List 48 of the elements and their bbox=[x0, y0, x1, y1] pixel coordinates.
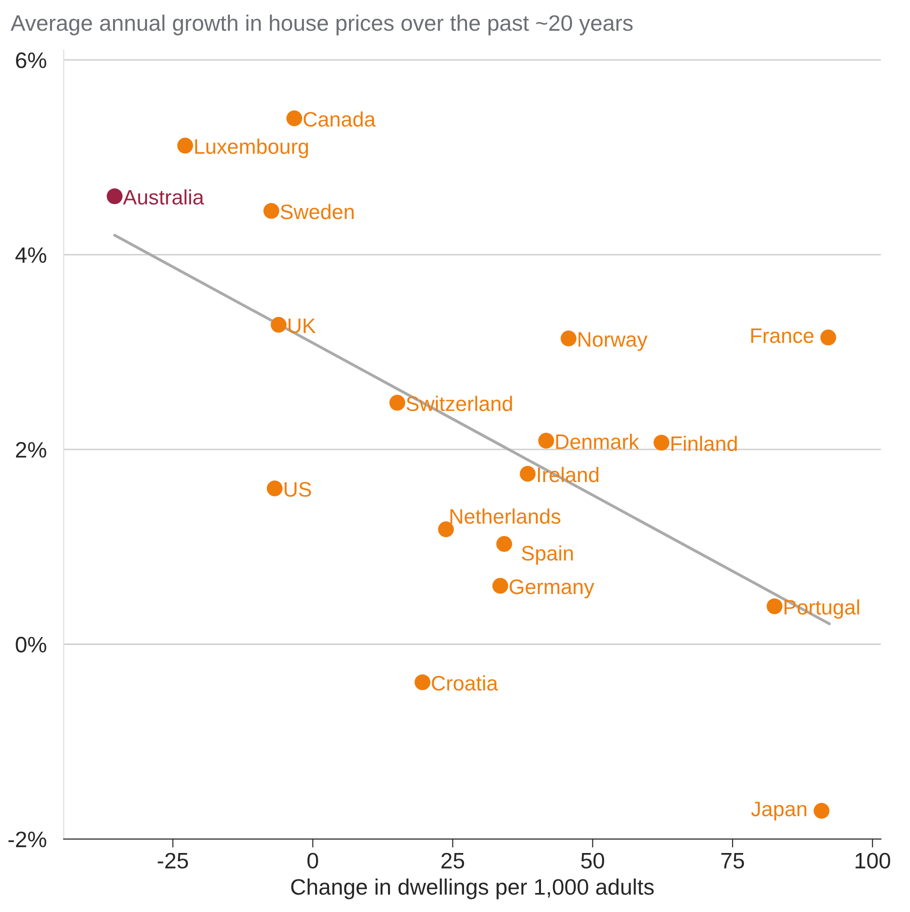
x-axis-title: Change in dwellings per 1,000 adults bbox=[291, 878, 654, 900]
point bbox=[496, 536, 512, 552]
point bbox=[538, 432, 554, 449]
point bbox=[286, 110, 302, 126]
series-label: Finland bbox=[672, 436, 737, 452]
series-label: Norway bbox=[578, 332, 648, 351]
series-label: Luxembourg bbox=[195, 138, 308, 158]
x-tick-label: 50 bbox=[581, 852, 604, 869]
point bbox=[492, 578, 508, 594]
x-tick-label: 75 bbox=[721, 853, 744, 869]
y-tick-label: 4% bbox=[15, 247, 46, 263]
series-label: UK bbox=[288, 318, 316, 334]
point bbox=[414, 674, 430, 690]
point bbox=[266, 480, 283, 496]
series-label: Portugal bbox=[784, 599, 860, 619]
series-label: Australia bbox=[123, 189, 204, 205]
point bbox=[766, 598, 782, 614]
point bbox=[177, 138, 194, 154]
series-label: Ireland bbox=[538, 466, 598, 482]
series-label: Denmark bbox=[556, 434, 640, 450]
point bbox=[820, 330, 836, 346]
series-label: Netherlands bbox=[450, 508, 560, 524]
point bbox=[814, 802, 830, 819]
y-tick-label: 0% bbox=[16, 636, 46, 653]
x-tick-label: 25 bbox=[441, 852, 464, 869]
x-tick-label: 100 bbox=[856, 852, 890, 869]
y-tick-label: 6% bbox=[16, 52, 46, 68]
chart-title: Average annual growth in house prices over the past ~20 years bbox=[10, 14, 633, 36]
x-tick-label: -25 bbox=[158, 852, 188, 869]
point bbox=[106, 188, 123, 204]
y-tick-label: -2% bbox=[8, 832, 46, 848]
point bbox=[389, 394, 406, 411]
series-label: Spain bbox=[522, 545, 573, 565]
point bbox=[560, 330, 576, 346]
series-label: Switzerland bbox=[406, 396, 512, 412]
x-tick-label: 0 bbox=[307, 852, 318, 869]
series-label: Sweden bbox=[280, 204, 354, 220]
series-label: France bbox=[751, 328, 814, 344]
point bbox=[270, 316, 287, 333]
series-label: Croatia bbox=[432, 675, 498, 691]
point bbox=[263, 202, 280, 219]
y-tick-label: 2% bbox=[16, 442, 46, 458]
point bbox=[654, 434, 670, 451]
series-label: Germany bbox=[510, 579, 594, 598]
series-label: US bbox=[284, 482, 312, 497]
series-label: Japan bbox=[751, 802, 806, 821]
point bbox=[520, 466, 536, 482]
series-label: Canada bbox=[304, 111, 376, 127]
